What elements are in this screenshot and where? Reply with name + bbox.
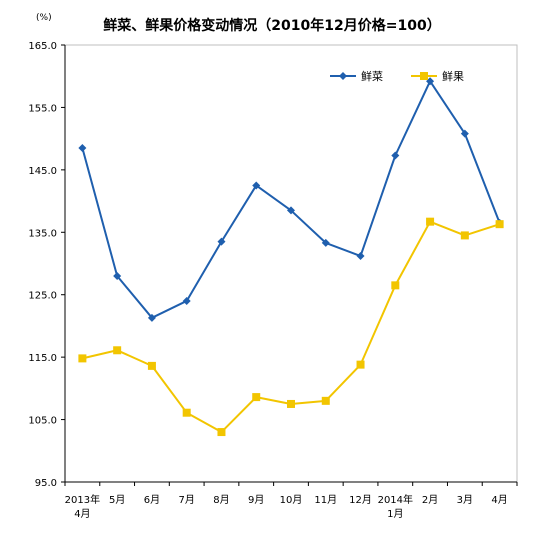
series-line xyxy=(81,80,501,319)
legend-item: 鲜菜 xyxy=(330,69,383,83)
x-tick-label: 11月 xyxy=(314,494,337,506)
data-point xyxy=(182,296,191,305)
data-point xyxy=(460,129,469,138)
data-point xyxy=(147,361,156,370)
series-2 xyxy=(78,217,504,437)
y-axis-ticks: 165.0 155.0 145.0 135.0 125.0 115.0 105.0 95.0 xyxy=(28,41,65,489)
data-point xyxy=(113,271,122,280)
y-tick-label: 155.0 xyxy=(28,103,57,114)
x-axis-ticks: 2013年 4月 5月 6月 7月 8月 9月 10月 11月 12月 2014年 1月 2月 3月 4月 xyxy=(64,482,518,520)
x-tick-label: 3月 xyxy=(457,494,473,506)
data-point xyxy=(426,77,435,86)
x-tick-label: 9月 xyxy=(248,494,264,506)
series-1 xyxy=(78,77,504,322)
data-point xyxy=(217,237,226,246)
y-unit-label: (%) xyxy=(36,13,52,23)
x-tick-label: 6月 xyxy=(144,494,160,506)
data-point xyxy=(217,428,226,437)
y-tick-label: 115.0 xyxy=(28,353,57,364)
data-point xyxy=(391,151,400,160)
data-point xyxy=(495,220,504,229)
data-point xyxy=(147,313,156,322)
x-tick-label: 5月 xyxy=(109,494,125,506)
y-tick-label: 165.0 xyxy=(28,41,57,52)
data-point xyxy=(287,399,295,408)
x-tick-label: 2013年 xyxy=(65,493,100,506)
data-point xyxy=(321,396,330,405)
x-tick-label: 4月 xyxy=(74,508,90,520)
data-point xyxy=(182,408,191,417)
x-tick-label: 1月 xyxy=(387,508,403,520)
legend-label: 鲜果 xyxy=(442,69,464,83)
y-tick-label: 125.0 xyxy=(28,291,57,302)
y-tick-label: 135.0 xyxy=(28,228,57,239)
data-point xyxy=(252,181,261,190)
legend-item: 鲜果 xyxy=(411,69,464,83)
legend: 鲜菜 鲜果 xyxy=(330,69,464,83)
data-point xyxy=(78,144,87,153)
chart-title: 鲜菜、鲜果价格变动情况（2010年12月价格=100） xyxy=(103,17,440,34)
x-tick-label: 8月 xyxy=(213,494,229,506)
y-tick-label: 145.0 xyxy=(28,166,57,177)
data-point xyxy=(113,346,122,355)
data-point xyxy=(321,238,330,247)
data-point xyxy=(252,393,261,402)
x-tick-label: 10月 xyxy=(280,494,303,506)
x-tick-label: 7月 xyxy=(179,494,195,506)
data-point xyxy=(356,360,365,369)
x-tick-label: 12月 xyxy=(349,494,372,506)
data-point xyxy=(460,231,469,240)
x-tick-label: 2月 xyxy=(422,494,438,506)
legend-marker xyxy=(339,72,347,80)
legend-marker xyxy=(420,72,428,80)
series-layer xyxy=(78,77,504,437)
y-tick-label: 95.0 xyxy=(35,478,57,489)
legend-label: 鲜菜 xyxy=(361,69,383,83)
y-tick-label: 105.0 xyxy=(28,416,57,427)
data-point xyxy=(356,252,365,261)
data-point xyxy=(78,354,87,363)
x-tick-label: 2014年 xyxy=(378,493,413,506)
data-point xyxy=(287,206,295,215)
data-point xyxy=(426,217,435,226)
x-tick-label: 4月 xyxy=(491,494,507,506)
data-point xyxy=(391,281,400,290)
